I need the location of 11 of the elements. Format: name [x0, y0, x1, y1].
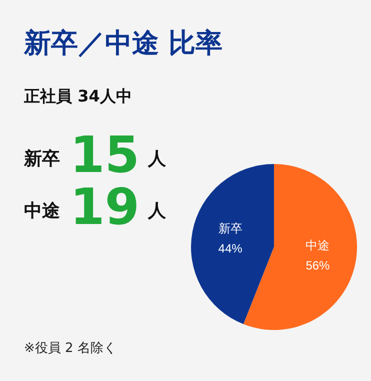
- text: 人: [147, 148, 167, 170]
- text: ※役員 2 名除く: [24, 341, 116, 356]
- chart-subtitle: 正社員 34人中: [23, 86, 132, 106]
- text: 新卒: [23, 148, 60, 170]
- text: 人: [147, 200, 167, 222]
- data-label: 56%: [306, 258, 330, 272]
- slice-label: 中途: [306, 238, 330, 252]
- data-label: 44%: [218, 242, 243, 256]
- chart-title: 新卒／中途 比率: [23, 28, 222, 59]
- slice-label: 新卒: [218, 222, 242, 236]
- text: 中途: [24, 200, 60, 222]
